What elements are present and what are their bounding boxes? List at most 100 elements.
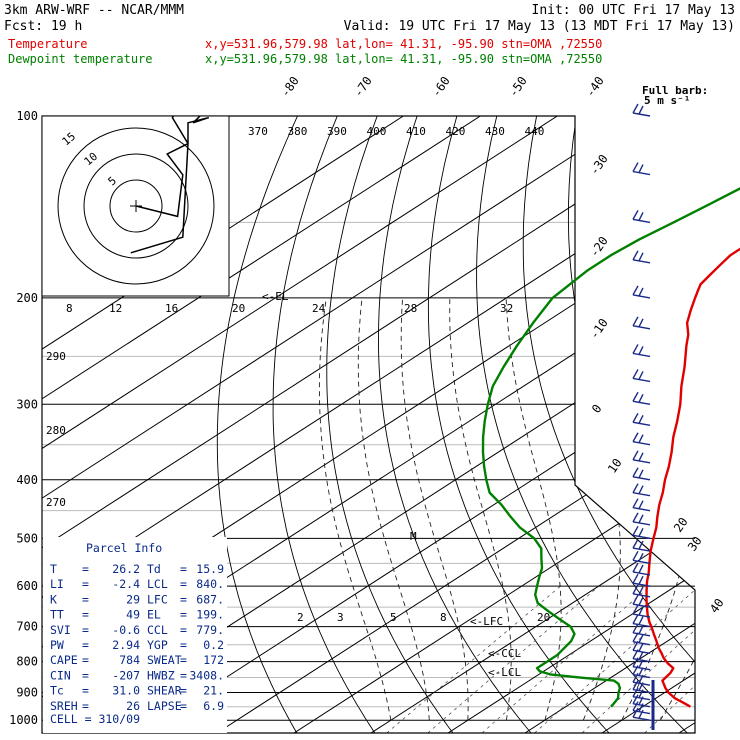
isotherm-label: 40	[707, 596, 727, 616]
wind-barb	[632, 391, 651, 405]
pressure-tick-700: 700	[16, 620, 38, 634]
wind-barb	[632, 412, 651, 426]
parcel-eq: =	[180, 638, 187, 652]
theta-top-label: 390	[327, 125, 347, 138]
dry-adiabat	[736, 116, 740, 733]
pressure-tick-1000: 1000	[9, 713, 38, 727]
isotherm	[678, 116, 695, 733]
parcel-eq: =	[82, 684, 89, 698]
isotherm	[601, 116, 695, 733]
valid-time: Valid: 19 UTC Fri 17 May 13 (13 MDT Fri …	[344, 19, 735, 34]
forecast-hour: Fcst: 19 h	[4, 19, 82, 34]
wind-barb	[632, 210, 651, 224]
isotherm	[42, 116, 481, 733]
mixing-ratio-label: 20	[537, 611, 550, 624]
parcel-key: CCL	[147, 623, 168, 637]
parcel-key: TT	[50, 608, 64, 622]
parcel-value: 172	[203, 653, 224, 667]
legend-temperature-info: x,y=531.96,579.98 lat,lon= 41.31, -95.90…	[205, 37, 602, 51]
dry-adiabat	[567, 116, 695, 733]
parcel-value: 31.0	[112, 684, 140, 698]
mixing-ratio-line	[534, 585, 695, 733]
temperature-trace	[645, 247, 740, 708]
wind-barb	[632, 538, 651, 552]
parcel-key: Tc	[50, 684, 64, 698]
parcel-eq: =	[180, 562, 187, 576]
level-annotation: <-LFC	[470, 615, 503, 628]
isotherm	[42, 116, 404, 733]
wind-barb	[632, 344, 651, 358]
level-annotation: <-EL	[262, 290, 289, 303]
mixing-ratio-line	[481, 585, 651, 733]
pressure-tick-300: 300	[16, 397, 38, 411]
wind-barb	[632, 632, 651, 646]
wind-barb	[632, 680, 651, 694]
theta-top-label: 440	[525, 125, 545, 138]
parcel-value: 15.9	[196, 562, 224, 576]
wind-barb	[632, 316, 651, 330]
mixing-top-label: 20	[232, 302, 245, 315]
wind-barb	[632, 584, 651, 598]
mixing-ratio-label: 2	[297, 611, 304, 624]
dewpoint-trace	[481, 187, 740, 708]
dry-adiabat	[476, 116, 688, 733]
wind-barb	[632, 657, 651, 671]
parcel-eq: =	[82, 653, 89, 667]
mixing-ratio-line	[386, 585, 561, 733]
wind-barb	[632, 250, 651, 264]
parcel-title: Parcel Info	[86, 541, 162, 555]
parcel-key: LFC	[147, 592, 168, 606]
parcel-eq: =	[180, 668, 187, 682]
parcel-key: CIN	[50, 668, 71, 682]
parcel-value: 840.	[196, 577, 224, 591]
wind-barb	[632, 665, 651, 679]
parcel-eq: =	[180, 684, 187, 698]
mixing-ratio-label: 8	[440, 611, 447, 624]
dry-adiabat	[427, 116, 610, 733]
theta-top-label: 430	[485, 125, 505, 138]
wind-barb	[632, 649, 651, 663]
pressure-tick-200: 200	[16, 291, 38, 305]
isotherm-label: -20	[587, 234, 611, 260]
pressure-tick-500: 500	[16, 531, 38, 545]
mixing-top-label: 12	[109, 302, 122, 315]
parcel-eq: =	[82, 608, 89, 622]
isotherm-label: -60	[429, 74, 453, 100]
dry-adiabat	[216, 116, 298, 733]
wind-barb	[632, 573, 651, 587]
legend-dewpoint: Dewpoint temperature	[8, 52, 153, 66]
parcel-value: 687.	[196, 592, 224, 606]
mixing-ratio-label: 5	[390, 611, 397, 624]
moist-adiabat	[699, 298, 740, 720]
wind-barb	[632, 594, 651, 608]
pressure-tick-600: 600	[16, 579, 38, 593]
dry-adiabat	[326, 116, 454, 733]
parcel-value: 784	[119, 653, 140, 667]
wind-barb	[632, 623, 651, 637]
parcel-key: YGP	[147, 638, 168, 652]
isotherm-label: 30	[685, 534, 705, 554]
wind-barb	[632, 640, 651, 655]
moist-adiabat	[318, 297, 392, 721]
theta-top-label: 380	[288, 125, 308, 138]
parcel-value: 49	[126, 608, 140, 622]
level-annotation: <-LCL	[488, 666, 521, 679]
parcel-value: 779.	[196, 623, 224, 637]
pressure-tick-900: 900	[16, 686, 38, 700]
wind-barb	[632, 562, 651, 576]
parcel-value: 2.94	[112, 638, 140, 652]
wind-barb	[632, 604, 651, 618]
parcel-value: 21.	[203, 684, 224, 698]
parcel-value: 3408.	[189, 668, 224, 682]
isotherm	[216, 116, 695, 733]
plot-frame	[41, 115, 696, 734]
pressure-tick-400: 400	[16, 473, 38, 487]
legend-dewpoint-info: x,y=531.96,579.98 lat,lon= 41.31, -95.90…	[205, 52, 602, 66]
parcel-eq: =	[82, 562, 89, 576]
parcel-eq: =	[82, 623, 89, 637]
parcel-value: 199.	[196, 608, 224, 622]
barb-key-value: 5 m s⁻¹	[644, 94, 690, 107]
theta-top-label: 370	[248, 125, 268, 138]
